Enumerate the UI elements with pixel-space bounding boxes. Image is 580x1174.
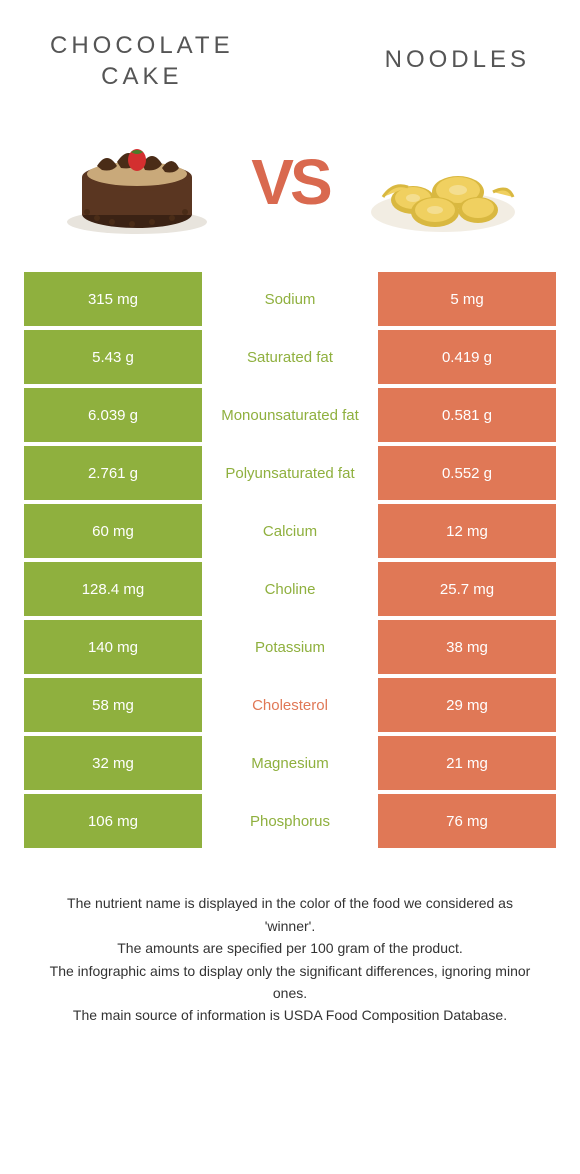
table-row: 106 mgPhosphorus76 mg xyxy=(24,794,556,848)
nutrient-label: Phosphorus xyxy=(202,794,378,848)
left-value: 60 mg xyxy=(24,504,202,558)
table-row: 58 mgCholesterol29 mg xyxy=(24,678,556,732)
food-right-title: NOODLES xyxy=(385,44,530,75)
header: CHOCOLATE CAKE NOODLES xyxy=(0,0,580,112)
table-row: 140 mgPotassium38 mg xyxy=(24,620,556,674)
right-value: 12 mg xyxy=(378,504,556,558)
footer-notes: The nutrient name is displayed in the co… xyxy=(0,852,580,1046)
left-value: 140 mg xyxy=(24,620,202,674)
table-row: 32 mgMagnesium21 mg xyxy=(24,736,556,790)
nutrient-label: Saturated fat xyxy=(202,330,378,384)
nutrient-label: Monounsaturated fat xyxy=(202,388,378,442)
right-value: 29 mg xyxy=(378,678,556,732)
nutrient-label: Magnesium xyxy=(202,736,378,790)
left-value: 58 mg xyxy=(24,678,202,732)
images-row: VS xyxy=(0,112,580,272)
right-value: 76 mg xyxy=(378,794,556,848)
left-value: 106 mg xyxy=(24,794,202,848)
vs-text: VS xyxy=(251,145,328,219)
left-value: 5.43 g xyxy=(24,330,202,384)
right-value: 0.552 g xyxy=(378,446,556,500)
nutrient-label: Cholesterol xyxy=(202,678,378,732)
footer-line: The amounts are specified per 100 gram o… xyxy=(40,937,540,959)
left-value: 315 mg xyxy=(24,272,202,326)
comparison-table: 315 mgSodium5 mg5.43 gSaturated fat0.419… xyxy=(0,272,580,848)
left-value: 2.761 g xyxy=(24,446,202,500)
nutrient-label: Sodium xyxy=(202,272,378,326)
table-row: 5.43 gSaturated fat0.419 g xyxy=(24,330,556,384)
right-value: 21 mg xyxy=(378,736,556,790)
right-value: 25.7 mg xyxy=(378,562,556,616)
right-value: 5 mg xyxy=(378,272,556,326)
right-value: 0.581 g xyxy=(378,388,556,442)
nutrient-label: Choline xyxy=(202,562,378,616)
noodles-image xyxy=(363,122,523,242)
table-row: 6.039 gMonounsaturated fat0.581 g xyxy=(24,388,556,442)
left-value: 32 mg xyxy=(24,736,202,790)
left-value: 128.4 mg xyxy=(24,562,202,616)
table-row: 60 mgCalcium12 mg xyxy=(24,504,556,558)
right-value: 38 mg xyxy=(378,620,556,674)
chocolate-cake-image xyxy=(57,122,217,242)
food-left-title: CHOCOLATE CAKE xyxy=(50,30,234,92)
table-row: 315 mgSodium5 mg xyxy=(24,272,556,326)
right-value: 0.419 g xyxy=(378,330,556,384)
footer-line: The main source of information is USDA F… xyxy=(40,1004,540,1026)
table-row: 2.761 gPolyunsaturated fat0.552 g xyxy=(24,446,556,500)
left-value: 6.039 g xyxy=(24,388,202,442)
nutrient-label: Potassium xyxy=(202,620,378,674)
footer-line: The infographic aims to display only the… xyxy=(40,960,540,1005)
footer-line: The nutrient name is displayed in the co… xyxy=(40,892,540,937)
nutrient-label: Calcium xyxy=(202,504,378,558)
nutrient-label: Polyunsaturated fat xyxy=(202,446,378,500)
table-row: 128.4 mgCholine25.7 mg xyxy=(24,562,556,616)
